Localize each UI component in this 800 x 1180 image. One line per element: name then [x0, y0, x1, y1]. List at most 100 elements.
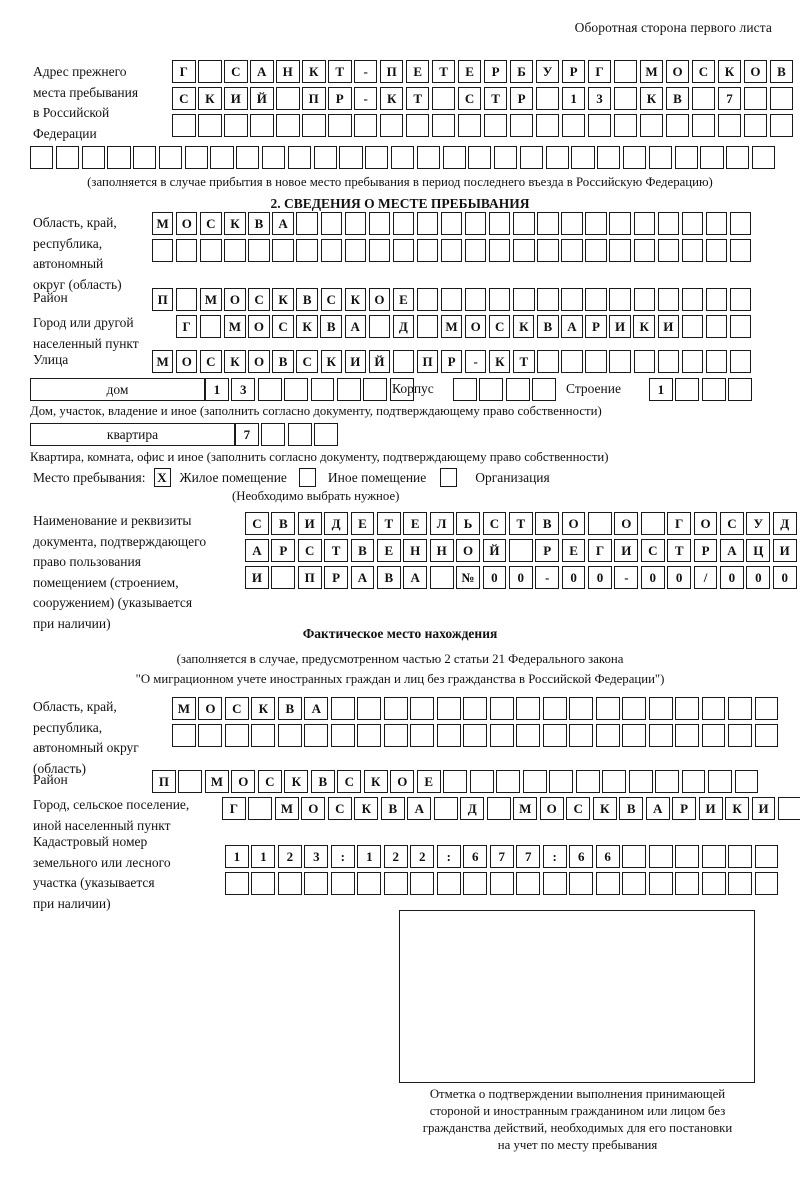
form-cell[interactable] — [224, 724, 249, 747]
form-cell[interactable] — [522, 770, 547, 793]
form-cell[interactable] — [717, 114, 742, 137]
form-cell[interactable]: С — [457, 87, 482, 110]
form-cell[interactable] — [778, 797, 800, 820]
form-cell[interactable] — [535, 87, 560, 110]
form-cell[interactable]: У — [535, 60, 560, 83]
form-cell[interactable] — [489, 288, 511, 311]
form-cell[interactable] — [436, 872, 461, 895]
form-cell[interactable] — [453, 378, 477, 401]
form-cell[interactable] — [613, 114, 638, 137]
form-cell[interactable]: 7 — [516, 845, 541, 868]
form-cell[interactable] — [561, 212, 583, 235]
form-cell[interactable]: К — [717, 60, 742, 83]
form-cell[interactable] — [532, 378, 556, 401]
form-cell[interactable] — [172, 724, 196, 747]
form-cell[interactable]: С — [223, 60, 248, 83]
form-cell[interactable] — [429, 566, 454, 589]
form-cell[interactable]: : — [330, 845, 355, 868]
form-cell[interactable] — [468, 146, 492, 169]
form-cell[interactable] — [675, 697, 699, 720]
form-cell[interactable]: П — [379, 60, 404, 83]
form-cell[interactable] — [585, 350, 607, 373]
form-cell[interactable] — [287, 146, 311, 169]
form-cell[interactable] — [726, 146, 750, 169]
form-cell[interactable] — [496, 770, 521, 793]
form-cell[interactable] — [176, 239, 198, 262]
form-cell[interactable]: Л — [429, 512, 454, 535]
form-cell[interactable] — [516, 872, 541, 895]
form-cell[interactable] — [728, 724, 752, 747]
form-cell[interactable] — [681, 350, 704, 373]
form-cell[interactable] — [655, 770, 679, 793]
form-cell[interactable]: К — [513, 315, 535, 338]
form-cell[interactable]: - — [535, 566, 560, 589]
form-cell[interactable]: М — [513, 797, 538, 820]
form-cell[interactable] — [463, 724, 488, 747]
form-cell[interactable]: М — [440, 315, 463, 338]
form-cell[interactable] — [734, 770, 759, 793]
form-cell[interactable]: 2 — [410, 845, 435, 868]
form-cell[interactable] — [700, 146, 724, 169]
form-cell[interactable]: Т — [324, 539, 348, 562]
form-cell[interactable]: С — [297, 539, 322, 562]
form-cell[interactable] — [513, 239, 535, 262]
form-cell[interactable] — [431, 87, 456, 110]
form-cell[interactable] — [640, 512, 665, 535]
checkbox-inoe[interactable] — [298, 468, 316, 487]
form-cell[interactable] — [336, 378, 361, 401]
form-cell[interactable]: Р — [327, 87, 352, 110]
form-cell[interactable] — [440, 212, 463, 235]
form-cell[interactable] — [691, 114, 716, 137]
form-cell[interactable] — [622, 146, 647, 169]
form-cell[interactable]: С — [200, 212, 222, 235]
form-cell[interactable] — [249, 114, 274, 137]
form-cell[interactable] — [479, 378, 504, 401]
stamp-area[interactable] — [399, 910, 755, 1083]
form-cell[interactable]: С — [482, 512, 507, 535]
form-cell[interactable]: С — [337, 770, 362, 793]
form-cell[interactable]: Н — [403, 539, 428, 562]
form-cell[interactable] — [754, 845, 779, 868]
form-cell[interactable]: Р — [509, 87, 534, 110]
form-cell[interactable]: В — [296, 288, 318, 311]
form-cell[interactable] — [304, 724, 329, 747]
korpus-cells[interactable] — [453, 378, 559, 401]
form-cell[interactable]: К — [272, 288, 294, 311]
form-cell[interactable] — [184, 146, 208, 169]
form-cell[interactable]: Т — [667, 539, 692, 562]
form-cell[interactable]: Н — [429, 539, 454, 562]
form-cell[interactable] — [489, 872, 514, 895]
form-cell[interactable]: Ь — [456, 512, 480, 535]
form-cell[interactable] — [271, 566, 296, 589]
form-cell[interactable] — [262, 146, 286, 169]
form-cell[interactable]: О — [464, 315, 487, 338]
prev-address-row-3[interactable] — [172, 114, 796, 137]
form-cell[interactable] — [200, 239, 222, 262]
form-cell[interactable] — [513, 212, 535, 235]
form-cell[interactable]: Р — [672, 797, 697, 820]
form-cell[interactable] — [701, 724, 726, 747]
form-cell[interactable] — [416, 212, 439, 235]
form-cell[interactable]: В — [619, 797, 644, 820]
form-cell[interactable] — [486, 797, 511, 820]
form-cell[interactable] — [224, 239, 246, 262]
form-cell[interactable] — [463, 872, 488, 895]
form-cell[interactable]: 1 — [205, 378, 229, 401]
form-cell[interactable] — [657, 288, 680, 311]
form-cell[interactable] — [443, 770, 468, 793]
form-cell[interactable] — [691, 87, 716, 110]
form-cell[interactable] — [675, 872, 700, 895]
form-cell[interactable]: К — [363, 770, 388, 793]
form-cell[interactable]: К — [197, 87, 222, 110]
form-cell[interactable] — [357, 872, 382, 895]
form-cell[interactable]: Т — [376, 512, 401, 535]
form-cell[interactable] — [705, 288, 728, 311]
form-cell[interactable]: О — [456, 539, 480, 562]
form-cell[interactable]: О — [248, 350, 270, 373]
form-cell[interactable] — [368, 239, 391, 262]
form-cell[interactable] — [595, 697, 620, 720]
form-cell[interactable] — [609, 288, 631, 311]
